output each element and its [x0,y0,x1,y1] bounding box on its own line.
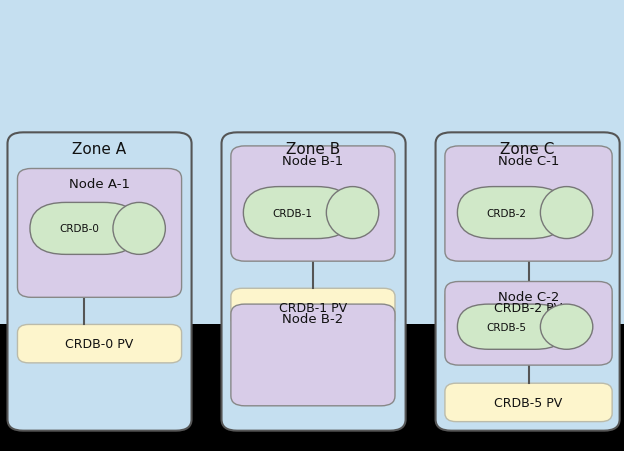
FancyBboxPatch shape [445,147,612,262]
FancyBboxPatch shape [30,203,139,255]
Text: Node A-1: Node A-1 [69,177,130,190]
FancyBboxPatch shape [7,133,192,431]
FancyBboxPatch shape [445,282,612,365]
Text: CRDB-0: CRDB-0 [59,224,99,234]
Text: CRDB-1: CRDB-1 [273,208,313,218]
FancyBboxPatch shape [436,133,620,431]
FancyBboxPatch shape [231,289,395,327]
Text: CRDB-0 PV: CRDB-0 PV [66,337,134,350]
Text: Node C-1: Node C-1 [498,155,559,168]
FancyBboxPatch shape [17,169,182,298]
Text: CRDB-5 PV: CRDB-5 PV [494,396,563,409]
FancyBboxPatch shape [445,383,612,422]
FancyBboxPatch shape [222,133,406,431]
Ellipse shape [113,203,165,255]
Text: CRDB-2: CRDB-2 [487,208,527,218]
Text: CRDB-5: CRDB-5 [487,322,527,332]
FancyBboxPatch shape [445,289,612,327]
FancyBboxPatch shape [457,304,567,350]
Text: CRDB-1 PV: CRDB-1 PV [279,301,347,314]
FancyBboxPatch shape [17,325,182,363]
Text: Zone B: Zone B [286,142,341,157]
FancyBboxPatch shape [457,187,567,239]
FancyBboxPatch shape [0,0,624,325]
Text: CRDB-2 PV: CRDB-2 PV [494,301,563,314]
Text: Node C-2: Node C-2 [498,290,559,303]
FancyBboxPatch shape [243,187,353,239]
Text: Node B-2: Node B-2 [282,313,344,326]
Ellipse shape [540,187,593,239]
Text: Node B-1: Node B-1 [282,155,344,168]
FancyBboxPatch shape [231,147,395,262]
Ellipse shape [326,187,379,239]
Text: Zone C: Zone C [500,142,555,157]
Text: Zone A: Zone A [72,142,127,157]
Ellipse shape [540,304,593,350]
FancyBboxPatch shape [231,304,395,406]
